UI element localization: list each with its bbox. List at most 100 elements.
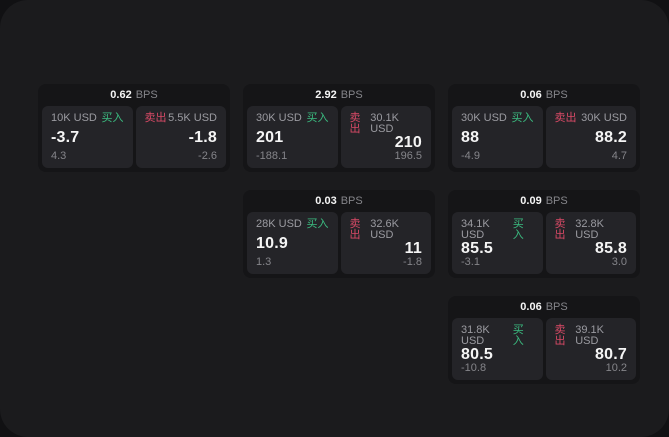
bps-unit-label: BPS <box>545 88 568 101</box>
sell-panel[interactable]: 卖出 30K USD 88.2 4.7 <box>545 106 636 168</box>
sell-amount: 30K USD <box>581 112 627 124</box>
quotes-grid: 0.62 BPS 10K USD 买入 -3.7 4.3 卖出 5.5K USD… <box>38 84 640 384</box>
quote-card[interactable]: 2.92 BPS 30K USD 买入 201 -188.1 卖出 30.1K … <box>243 84 435 172</box>
sell-price: -1.8 <box>188 128 217 146</box>
buy-amount: 31.8K USD <box>461 324 490 347</box>
sell-panel[interactable]: 卖出 30.1K USD 210 196.5 <box>340 106 431 168</box>
sell-price: 80.7 <box>595 346 627 363</box>
bps-value: 2.92 <box>315 88 337 101</box>
bps-value: 0.09 <box>520 194 542 207</box>
sell-panel-top: 卖出 32.6K USD <box>350 219 423 241</box>
sell-panel-top: 卖出 5.5K USD <box>145 113 218 124</box>
sell-price: 88.2 <box>595 128 627 146</box>
bps-unit-label: BPS <box>545 194 568 207</box>
buy-price: 201 <box>256 128 284 146</box>
bps-unit-label: BPS <box>135 88 158 101</box>
card-header: 0.03 BPS <box>243 190 435 212</box>
buy-sell-panels: 31.8K USD 买入 80.5 -10.8 卖出 39.1K USD 80.… <box>448 318 640 384</box>
buy-panel-top: 31.8K USD 买入 <box>461 325 534 347</box>
buy-price: 80.5 <box>461 346 493 363</box>
card-header: 0.62 BPS <box>38 84 230 106</box>
buy-panel[interactable]: 34.1K USD 买入 85.5 -3.1 <box>452 212 543 274</box>
card-header: 2.92 BPS <box>243 84 435 106</box>
buy-amount: 10K USD <box>51 112 97 124</box>
sell-price: 210 <box>394 134 422 151</box>
sell-price: 85.8 <box>595 240 627 257</box>
sell-delta: 196.5 <box>394 150 422 162</box>
sell-side-label: 卖出 <box>349 218 361 241</box>
quote-card[interactable]: 0.06 BPS 30K USD 买入 88 -4.9 卖出 30K USD 8… <box>448 84 640 172</box>
sell-amount: 32.6K USD <box>370 218 399 241</box>
buy-delta: 4.3 <box>51 150 67 162</box>
bps-unit-label: BPS <box>340 88 363 101</box>
buy-panel-top: 30K USD 买入 <box>256 113 329 124</box>
card-header: 0.09 BPS <box>448 190 640 212</box>
buy-side-label: 买入 <box>511 112 534 124</box>
sell-amount: 39.1K USD <box>575 324 604 347</box>
buy-price: 85.5 <box>461 240 493 257</box>
buy-panel-top: 28K USD 买入 <box>256 219 329 230</box>
quote-card[interactable]: 0.09 BPS 34.1K USD 买入 85.5 -3.1 卖出 32.8K… <box>448 190 640 278</box>
sell-delta: -1.8 <box>403 256 422 268</box>
buy-panel[interactable]: 28K USD 买入 10.9 1.3 <box>247 212 338 274</box>
sell-amount: 30.1K USD <box>370 112 399 135</box>
buy-panel-top: 10K USD 买入 <box>51 113 124 124</box>
sell-delta: 3.0 <box>611 256 627 268</box>
buy-panel[interactable]: 31.8K USD 买入 80.5 -10.8 <box>452 318 543 380</box>
sell-panel-top: 卖出 30.1K USD <box>350 113 423 135</box>
card-header: 0.06 BPS <box>448 296 640 318</box>
buy-side-label: 买入 <box>101 112 124 124</box>
sell-panel[interactable]: 卖出 32.6K USD 11 -1.8 <box>340 212 431 274</box>
buy-side-label: 买入 <box>306 112 329 124</box>
bps-unit-label: BPS <box>340 194 363 207</box>
sell-price: 11 <box>404 240 422 257</box>
buy-sell-panels: 30K USD 买入 201 -188.1 卖出 30.1K USD 210 1… <box>243 106 435 172</box>
quote-card[interactable]: 0.06 BPS 31.8K USD 买入 80.5 -10.8 卖出 39.1… <box>448 296 640 384</box>
sell-delta: -2.6 <box>198 150 217 162</box>
sell-panel-top: 卖出 32.8K USD <box>555 219 628 241</box>
sell-side-label: 卖出 <box>554 112 577 124</box>
quote-card[interactable]: 0.03 BPS 28K USD 买入 10.9 1.3 卖出 32.6K US… <box>243 190 435 278</box>
sell-panel[interactable]: 卖出 5.5K USD -1.8 -2.6 <box>135 106 226 168</box>
card-header: 0.06 BPS <box>448 84 640 106</box>
buy-panel[interactable]: 30K USD 买入 201 -188.1 <box>247 106 338 168</box>
buy-panel[interactable]: 10K USD 买入 -3.7 4.3 <box>42 106 133 168</box>
sell-panel[interactable]: 卖出 39.1K USD 80.7 10.2 <box>545 318 636 380</box>
buy-delta: -4.9 <box>461 150 480 162</box>
buy-side-label: 买入 <box>512 218 524 241</box>
buy-price: 10.9 <box>256 234 288 252</box>
buy-price: 88 <box>461 128 480 146</box>
sell-panel-top: 卖出 39.1K USD <box>555 325 628 347</box>
sell-panel[interactable]: 卖出 32.8K USD 85.8 3.0 <box>545 212 636 274</box>
buy-side-label: 买入 <box>306 218 329 230</box>
buy-panel[interactable]: 30K USD 买入 88 -4.9 <box>452 106 543 168</box>
bps-value: 0.03 <box>315 194 337 207</box>
bps-value: 0.62 <box>110 88 132 101</box>
buy-amount: 30K USD <box>256 112 302 124</box>
buy-sell-panels: 30K USD 买入 88 -4.9 卖出 30K USD 88.2 4.7 <box>448 106 640 172</box>
sell-side-label: 卖出 <box>349 112 361 135</box>
buy-delta: 1.3 <box>256 256 272 268</box>
sell-side-label: 卖出 <box>554 218 566 241</box>
sell-side-label: 卖出 <box>144 112 167 124</box>
buy-side-label: 买入 <box>512 324 524 347</box>
buy-delta: -188.1 <box>256 150 288 162</box>
sell-amount: 5.5K USD <box>168 112 217 124</box>
buy-panel-top: 34.1K USD 买入 <box>461 219 534 241</box>
buy-sell-panels: 10K USD 买入 -3.7 4.3 卖出 5.5K USD -1.8 -2.… <box>38 106 230 172</box>
sell-delta: 4.7 <box>611 150 627 162</box>
buy-sell-panels: 28K USD 买入 10.9 1.3 卖出 32.6K USD 11 -1.8 <box>243 212 435 278</box>
buy-panel-top: 30K USD 买入 <box>461 113 534 124</box>
buy-price: -3.7 <box>51 128 80 146</box>
bps-value: 0.06 <box>520 88 542 101</box>
buy-delta: -10.8 <box>461 362 487 374</box>
bps-unit-label: BPS <box>545 300 568 313</box>
buy-sell-panels: 34.1K USD 买入 85.5 -3.1 卖出 32.8K USD 85.8… <box>448 212 640 278</box>
quote-card[interactable]: 0.62 BPS 10K USD 买入 -3.7 4.3 卖出 5.5K USD… <box>38 84 230 172</box>
buy-delta: -3.1 <box>461 256 480 268</box>
buy-amount: 28K USD <box>256 218 302 230</box>
buy-amount: 34.1K USD <box>461 218 490 241</box>
sell-amount: 32.8K USD <box>575 218 604 241</box>
sell-delta: 10.2 <box>605 362 627 374</box>
